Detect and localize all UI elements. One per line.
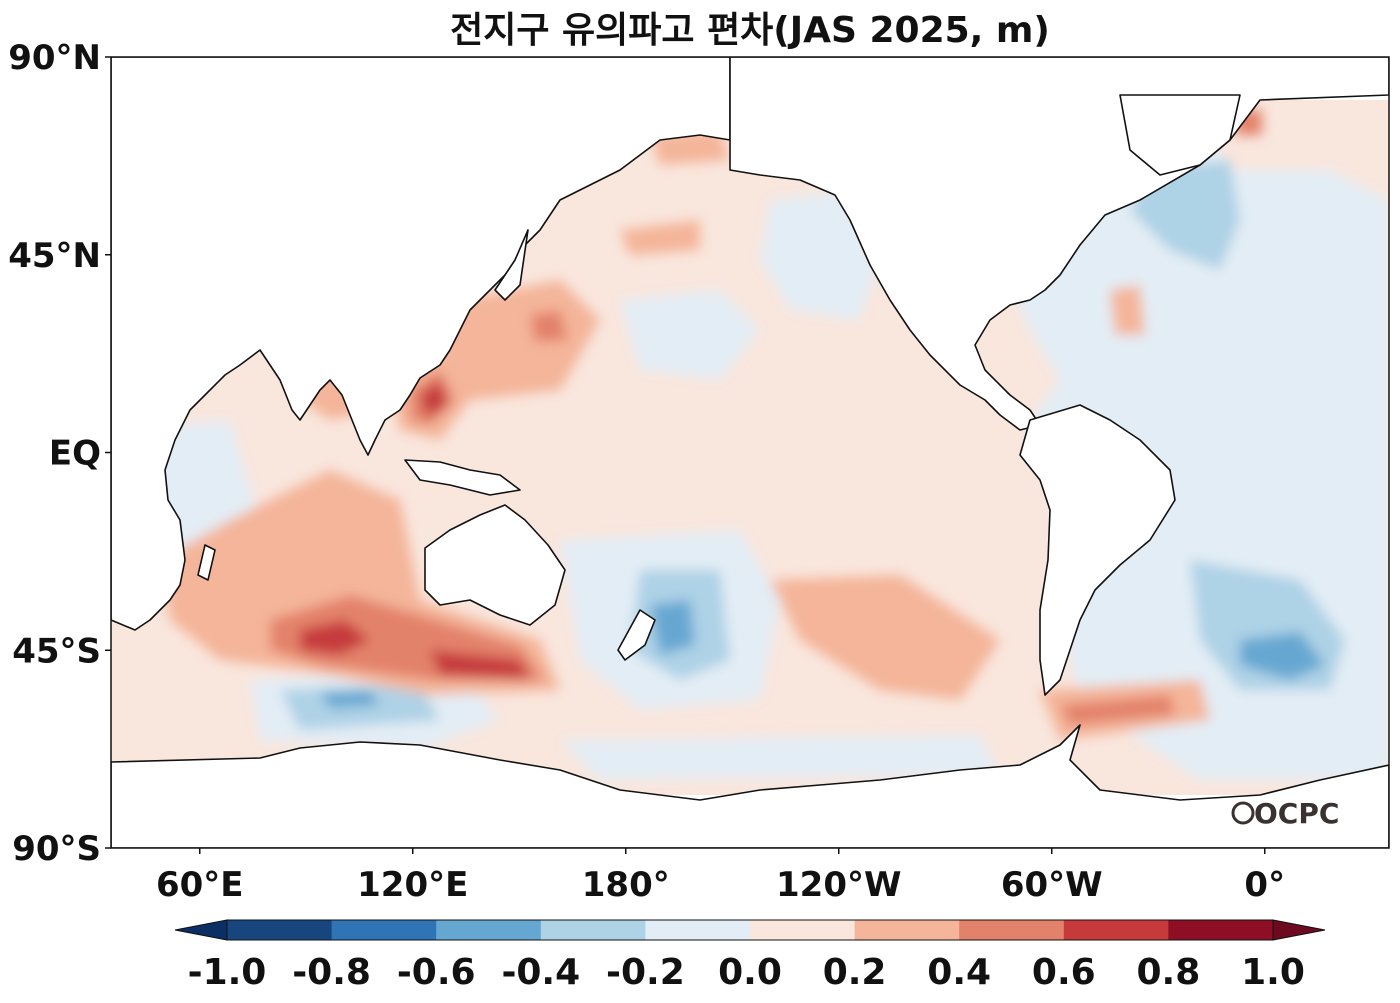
anomaly-region-antarctic-weak-negative <box>560 735 1000 780</box>
land-australia <box>424 504 566 626</box>
lon-tick-label: 60°E <box>156 865 244 905</box>
colorbar-segment <box>854 920 960 940</box>
ocpc-logo: OCPC <box>1231 797 1339 830</box>
land-south-america <box>1019 404 1176 696</box>
anomaly-region-north-atlantic-positive <box>1110 285 1145 335</box>
colorbar-tick-label: 0.6 <box>1032 952 1096 993</box>
colorbar-segment <box>959 920 1065 940</box>
colorbar-tick-label: -0.2 <box>606 952 685 993</box>
land-japan <box>494 229 529 301</box>
colorbar-segment <box>1063 920 1169 940</box>
ocpc-logo-text: OCPC <box>1254 797 1339 830</box>
lon-tick-label: 120°E <box>357 865 468 905</box>
lon-tick-label: 60°W <box>1001 865 1103 905</box>
longitude-axis: 60°E 120°E 180° 120°W 60°W 0° <box>156 848 1285 905</box>
ocpc-logo-mark <box>1231 801 1255 825</box>
anomaly-region-south-atlantic-strong-negative <box>1240 632 1325 680</box>
colorbar-tick-label: 0.0 <box>718 952 782 993</box>
colorbar-segment <box>227 920 333 940</box>
lon-tick-label: 0° <box>1244 865 1285 905</box>
anomaly-region-south-australia-very-strong-positive <box>430 650 530 680</box>
colorbar-segment <box>540 920 646 940</box>
lat-tick-label: 90°N <box>8 38 101 78</box>
lon-tick-label: 180° <box>582 865 670 905</box>
map-title: 전지구 유의파고 편차(JAS 2025, m) <box>450 10 1050 51</box>
anomaly-region-southern-indian-strong-negative <box>320 690 380 708</box>
anomaly-region-tasman-strong-negative <box>650 600 695 655</box>
land-antarctica <box>111 724 1389 848</box>
landmasses <box>111 57 1389 848</box>
latitude-axis: 90°N 45°N EQ 45°S 90°S <box>8 38 111 869</box>
colorbar-tick-label: -0.8 <box>292 952 371 993</box>
anomaly-region-southern-indian-negative <box>280 685 440 730</box>
land-eurasia-africa <box>111 57 731 631</box>
colorbar-segment <box>436 920 542 940</box>
colorbar-tick-label: -0.6 <box>397 952 476 993</box>
anomaly-field <box>111 110 1389 780</box>
map-plot-area: OCPC <box>111 57 1389 848</box>
anomaly-region-central-pacific-weak-negative <box>620 290 760 380</box>
colorbar-outline <box>226 919 1274 941</box>
colorbar-tick-label: 0.8 <box>1137 952 1201 993</box>
colorbar-tick-label: 0.4 <box>927 952 991 993</box>
anomaly-region-north-pacific-positive <box>620 220 700 255</box>
lat-tick-label: 45°N <box>8 236 101 276</box>
anomaly-region-drake-strong-positive <box>1060 695 1175 725</box>
anomaly-region-south-china-sea-very-strong-positive <box>420 380 448 418</box>
anomaly-region-southeast-pacific-positive <box>770 575 1000 700</box>
land-greenland <box>1119 94 1241 176</box>
land-north-america <box>729 57 1389 431</box>
land-indonesia <box>404 459 521 496</box>
land-new-zealand <box>617 609 656 661</box>
lat-tick-label: 90°S <box>12 829 101 869</box>
lat-tick-label: EQ <box>49 434 101 474</box>
lat-tick-label: 45°S <box>12 631 101 671</box>
colorbar-tick-label: 0.2 <box>823 952 887 993</box>
colorbar-tick-label: 1.0 <box>1241 952 1305 993</box>
colorbar-tick-label: -1.0 <box>188 952 267 993</box>
land-madagascar <box>197 544 216 581</box>
anomaly-region-southern-indian-very-strong-positive <box>300 620 370 655</box>
colorbar-over-arrow <box>1272 919 1326 941</box>
colorbar-segment <box>750 920 856 940</box>
colorbar-segment <box>1168 920 1274 940</box>
colorbar: -1.0 -0.8 -0.6 -0.4 -0.2 0.0 0.2 0.4 0.6 0.8 1.0 <box>174 919 1326 993</box>
anomaly-region-philippine-sea-strong-positive <box>530 310 568 342</box>
lon-tick-label: 120°W <box>776 865 901 905</box>
colorbar-under-arrow <box>174 919 228 941</box>
anomaly-region-north-pacific-weak-negative <box>760 190 880 320</box>
colorbar-segment <box>645 920 751 940</box>
colorbar-segment <box>331 920 437 940</box>
colorbar-tick-label: -0.4 <box>501 952 580 993</box>
